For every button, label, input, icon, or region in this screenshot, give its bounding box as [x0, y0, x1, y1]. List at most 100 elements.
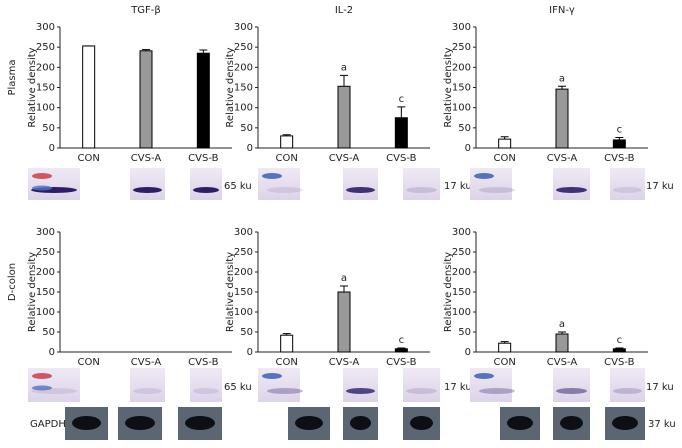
y-tick-label: 250 [36, 42, 55, 53]
x-tick-label: CON [77, 153, 99, 164]
x-tick-label: CVS-A [131, 153, 162, 164]
marker-band [474, 373, 494, 379]
blot-band [406, 187, 437, 193]
blot-size-label: 17 ku [646, 382, 674, 393]
y-tick-label: 300 [36, 22, 55, 33]
bar [498, 342, 512, 353]
blot-band [267, 388, 303, 394]
x-tick-label: CVS-A [547, 357, 578, 368]
bar [337, 291, 351, 353]
y-tick-label: 100 [36, 103, 55, 114]
y-tick-label: 200 [452, 267, 471, 278]
y-axis-label: Relative density [225, 252, 236, 332]
y-tick-label: 100 [452, 103, 471, 114]
bar [612, 139, 626, 149]
chart-title: IFN-γ [549, 5, 575, 16]
y-tick-label: 0 [247, 347, 253, 358]
y-tick-label: 300 [234, 227, 253, 238]
bar [82, 45, 96, 149]
significance-label: a [341, 273, 347, 284]
x-tick-label: CVS-B [188, 153, 218, 164]
bar [612, 348, 626, 353]
y-tick-label: 300 [452, 227, 471, 238]
significance-label: a [341, 62, 347, 73]
y-tick-label: 100 [234, 307, 253, 318]
y-tick-label: 50 [42, 123, 55, 134]
y-tick-label: 150 [36, 287, 55, 298]
blot-lane [610, 168, 645, 200]
blot-band [613, 388, 642, 394]
marker-band [262, 173, 282, 179]
y-tick-label: 50 [458, 123, 471, 134]
y-tick-label: 300 [36, 227, 55, 238]
x-tick-label: CVS-A [329, 153, 360, 164]
bar [196, 52, 210, 149]
y-tick-label: 200 [234, 62, 253, 73]
y-tick-label: 0 [465, 347, 471, 358]
x-tick-label: CON [493, 357, 515, 368]
significance-label: c [617, 125, 623, 136]
gapdh-size-label: 37 ku [648, 419, 676, 430]
y-tick-label: 300 [234, 22, 253, 33]
error-bar [397, 347, 406, 349]
error-bar [199, 49, 208, 54]
y-tick-label: 150 [234, 83, 253, 94]
y-tick-label: 150 [452, 83, 471, 94]
x-tick-label: CVS-A [131, 357, 162, 368]
blot-lane [553, 368, 590, 402]
marker-band [474, 173, 494, 179]
y-axis-label: Relative density [443, 47, 454, 127]
error-bar [282, 333, 291, 336]
blot-size-label: 65 ku [224, 181, 252, 192]
blot-size-label: 17 ku [646, 181, 674, 192]
y-axis-label: Relative density [225, 47, 236, 127]
marker-band [32, 173, 52, 179]
y-tick-label: 0 [49, 143, 55, 154]
x-tick-label: CON [77, 357, 99, 368]
blot-lane [190, 168, 222, 200]
error-bar [340, 74, 348, 87]
error-bar [282, 134, 291, 136]
blot-lane [553, 168, 590, 200]
y-tick-label: 200 [36, 62, 55, 73]
y-tick-label: 150 [452, 287, 471, 298]
y-tick-label: 250 [452, 42, 471, 53]
error-bar [397, 106, 406, 118]
blot-lane [258, 168, 300, 200]
blot-band [406, 388, 437, 394]
significance-label: a [559, 73, 565, 84]
y-tick-label: 50 [458, 327, 471, 338]
error-bar [558, 85, 566, 90]
bar [394, 117, 408, 149]
y-tick-label: 50 [240, 327, 253, 338]
y-tick-label: 250 [452, 247, 471, 258]
blot-band [556, 187, 587, 193]
bar [139, 50, 153, 149]
significance-label: c [399, 335, 405, 346]
error-bar [558, 331, 566, 334]
blot-size-label: 17 ku [444, 181, 472, 192]
y-tick-label: 300 [452, 22, 471, 33]
blot-lane [130, 168, 165, 200]
x-tick-label: CVS-A [329, 357, 360, 368]
bar [337, 85, 351, 149]
gapdh-band [185, 416, 215, 430]
error-bar [615, 137, 624, 140]
marker-band [32, 185, 52, 191]
x-tick-label: CON [275, 153, 297, 164]
blot-lane [28, 168, 80, 200]
gapdh-band [72, 416, 101, 430]
gapdh-band [125, 416, 155, 430]
gapdh-band [612, 416, 638, 430]
chart-title: IL-2 [335, 5, 353, 16]
blot-band [267, 187, 303, 193]
bar [280, 135, 294, 149]
y-tick-label: 150 [36, 83, 55, 94]
x-tick-label: CVS-B [188, 357, 218, 368]
gapdh-band [560, 416, 583, 430]
y-tick-label: 200 [36, 267, 55, 278]
y-tick-label: 200 [452, 62, 471, 73]
y-tick-label: 200 [234, 267, 253, 278]
blot-band [133, 388, 162, 394]
